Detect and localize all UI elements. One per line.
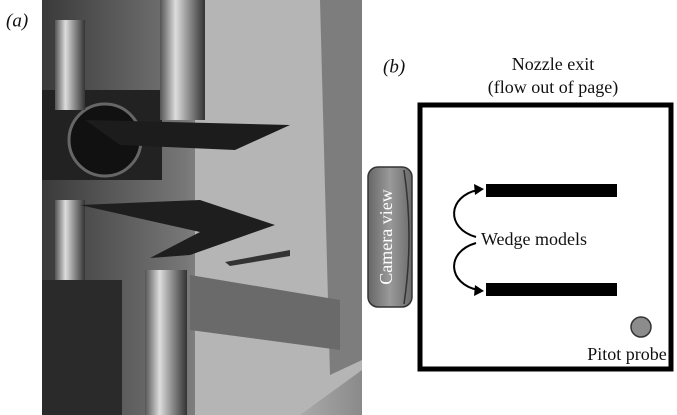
dark-mount <box>42 280 122 415</box>
wedge-model <box>486 283 617 296</box>
arrow-head <box>474 184 484 195</box>
left-rod <box>55 200 85 280</box>
probe-label: Pitot probe <box>587 344 667 364</box>
figure: (a) (b) Nozzle exit (flow out of page) C… <box>0 0 677 415</box>
panel-label: (b) <box>383 56 405 77</box>
wedge-label: Wedge models <box>481 229 587 249</box>
panel-label: (a) <box>6 10 28 31</box>
wedge-model <box>486 184 617 197</box>
upper-probe <box>160 0 205 120</box>
diagram-subtitle: (flow out of page) <box>488 77 618 98</box>
left-rod <box>55 20 85 110</box>
arrow <box>454 190 478 237</box>
camera-label: Camera view <box>376 189 396 284</box>
lower-probe <box>145 270 187 415</box>
photo <box>42 0 362 415</box>
diagram-title: Nozzle exit <box>512 54 594 74</box>
pitot-probe <box>631 317 651 337</box>
arrow <box>454 243 478 290</box>
arrow-head <box>474 285 484 296</box>
